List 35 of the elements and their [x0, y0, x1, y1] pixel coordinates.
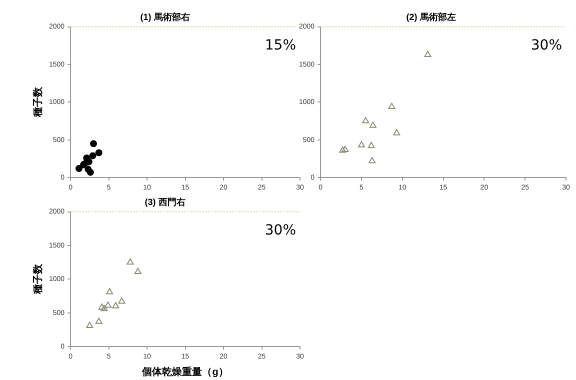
point [134, 268, 142, 274]
chart-title: (2) 馬術部左 [406, 12, 456, 22]
point [86, 168, 94, 176]
y-axis-title: 種子数 [32, 263, 44, 296]
point [368, 142, 375, 148]
point [362, 117, 370, 124]
point [89, 152, 96, 160]
y-axis-title: 種子数 [32, 86, 44, 118]
point [104, 301, 112, 308]
point [112, 302, 120, 308]
chart-title: (1) 馬術部右 [140, 12, 190, 22]
point [424, 50, 432, 57]
annotation: 30% [530, 37, 562, 54]
point [339, 146, 346, 153]
point [393, 129, 400, 136]
annotation: 30% [264, 222, 296, 238]
point [90, 140, 98, 148]
point [369, 122, 376, 128]
x-axis-title: 個体乾燥重量（g） [141, 366, 228, 378]
chart-title: (3) 西門右 [144, 196, 186, 207]
point [98, 304, 106, 310]
point [85, 158, 92, 166]
point [358, 141, 366, 148]
annotation: 15% [264, 37, 296, 54]
point [118, 297, 126, 304]
point [106, 288, 114, 294]
point [95, 318, 102, 324]
point [86, 322, 94, 328]
point [75, 165, 82, 172]
point [368, 157, 376, 164]
point [100, 304, 108, 312]
point [342, 146, 349, 152]
point [388, 102, 396, 109]
point [126, 258, 134, 265]
point [95, 149, 102, 156]
